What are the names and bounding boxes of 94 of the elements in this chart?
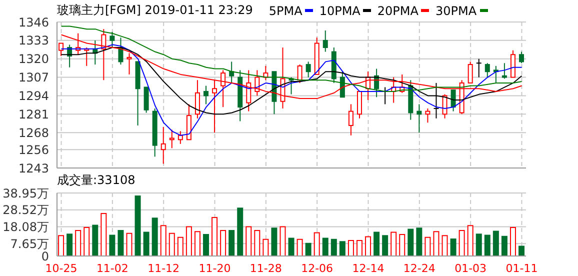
bar [510, 227, 516, 256]
bar [450, 238, 456, 256]
bar [168, 232, 175, 256]
chart-title: 成交量:33108 [57, 172, 136, 189]
x-tick-label: 11-20 [198, 262, 231, 275]
bar [348, 240, 354, 256]
candlestick [126, 52, 132, 75]
bar [246, 226, 252, 256]
candlestick [160, 126, 166, 164]
legend-label: 20PMA [377, 4, 418, 18]
y-tick-label: 1243 [18, 161, 49, 176]
y-tick-label: 1294 [18, 88, 49, 103]
bar [382, 235, 388, 256]
y-tick-label: 28.52万 [2, 203, 49, 218]
bar [262, 238, 269, 256]
bar [92, 224, 98, 256]
candlestick [194, 80, 200, 119]
legend-label: 5PMA [268, 4, 302, 18]
bar [296, 238, 303, 256]
bar [314, 232, 320, 256]
bar [356, 240, 362, 256]
y-tick-label: 38.95万 [2, 186, 49, 200]
y-tick-label: 1307 [18, 70, 49, 85]
bar [518, 246, 525, 256]
bar [100, 212, 107, 256]
bar [109, 234, 116, 256]
y-tick-label: 1346 [18, 15, 49, 30]
bar [237, 208, 244, 256]
bar [365, 236, 372, 256]
bar [186, 226, 192, 256]
bar [339, 241, 346, 256]
bar [280, 226, 286, 256]
bar [254, 230, 260, 256]
bar [476, 234, 482, 256]
bar [152, 218, 158, 256]
y-tick-label: 7.65万 [10, 236, 49, 251]
bar [143, 232, 150, 256]
chart-title: 玻璃主力[FGM] 2019-01-11 23:29 [57, 2, 253, 19]
bar [271, 228, 278, 256]
x-tick-label: 11-28 [250, 262, 282, 275]
candlestick [322, 30, 328, 52]
bar [501, 236, 508, 256]
bar [177, 236, 184, 256]
x-tick-label: 01-11 [506, 262, 538, 275]
x-tick-label: 10-25 [45, 262, 78, 275]
bar [126, 232, 132, 256]
x-tick-label: 12-24 [403, 262, 436, 275]
bar [305, 242, 312, 256]
bar [203, 234, 209, 256]
bar [484, 234, 490, 256]
bar [416, 228, 422, 256]
candlestick [152, 108, 158, 158]
candlestick [348, 104, 354, 136]
bar [66, 234, 73, 256]
x-tick-label: 12-14 [352, 262, 384, 275]
bar [399, 234, 406, 256]
candlestick [416, 104, 422, 134]
bar [330, 238, 337, 256]
bar [228, 230, 235, 256]
x-tick-label: 11-02 [96, 262, 128, 275]
y-tick-label: 18.08万 [2, 220, 49, 234]
y-tick-label: 0 [41, 249, 49, 264]
bar [134, 195, 141, 256]
x-tick-label: 01-03 [454, 262, 487, 275]
legend-label: 30PMA [435, 4, 477, 18]
bar [288, 238, 294, 256]
bar [220, 230, 226, 256]
bar [390, 232, 397, 256]
y-tick-label: 1268 [18, 126, 49, 140]
bar [442, 235, 448, 256]
bar [408, 228, 414, 256]
y-tick-label: 1320 [18, 52, 49, 66]
bar [160, 225, 166, 256]
candlestick [306, 61, 311, 78]
bar [58, 235, 64, 256]
y-tick-label: 1256 [18, 142, 49, 157]
bar [322, 238, 328, 256]
bar [458, 230, 465, 256]
x-tick-label: 12-06 [301, 262, 334, 275]
bar [84, 227, 90, 256]
bar [433, 231, 440, 256]
x-tick-label: 11-12 [148, 262, 180, 275]
bar [194, 231, 200, 256]
bar [212, 217, 218, 256]
bar [467, 225, 474, 256]
bar [118, 230, 124, 256]
bar [492, 230, 499, 256]
y-tick-label: 1333 [18, 34, 49, 48]
bar [374, 232, 380, 256]
y-tick-label: 1281 [18, 107, 49, 122]
bar [424, 236, 431, 256]
candlestick [425, 108, 430, 124]
bar [75, 230, 82, 256]
legend-label: 10PMA [319, 4, 360, 18]
